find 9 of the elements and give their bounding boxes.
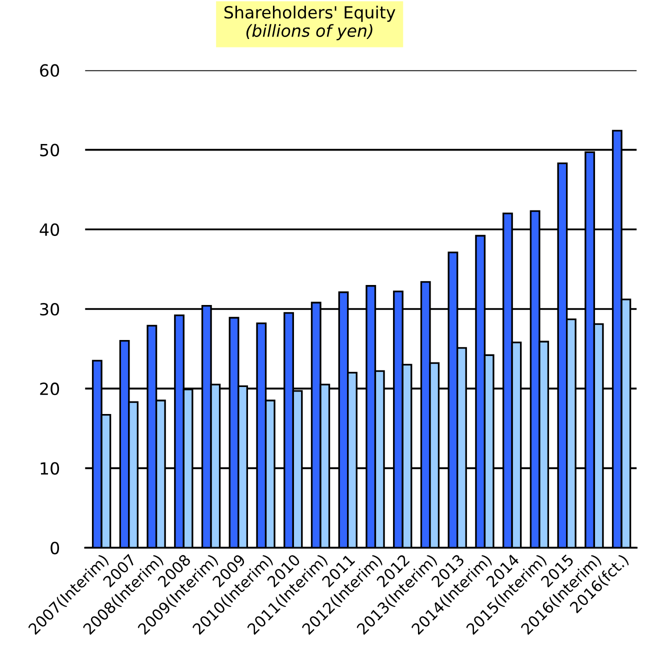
y-tick-label: 10 <box>40 462 60 475</box>
y-tick-label: 20 <box>40 382 60 396</box>
y-tick-label: 60 <box>40 64 60 77</box>
y-tick-label: 40 <box>40 223 60 236</box>
chart-subtitle: (billions of yen) <box>246 24 372 40</box>
y-tick-label: 50 <box>40 144 60 156</box>
chart-title: Shareholders' Equity <box>224 6 396 22</box>
y-tick-label: 30 <box>40 302 60 316</box>
y-tick-label: 0 <box>50 542 60 554</box>
